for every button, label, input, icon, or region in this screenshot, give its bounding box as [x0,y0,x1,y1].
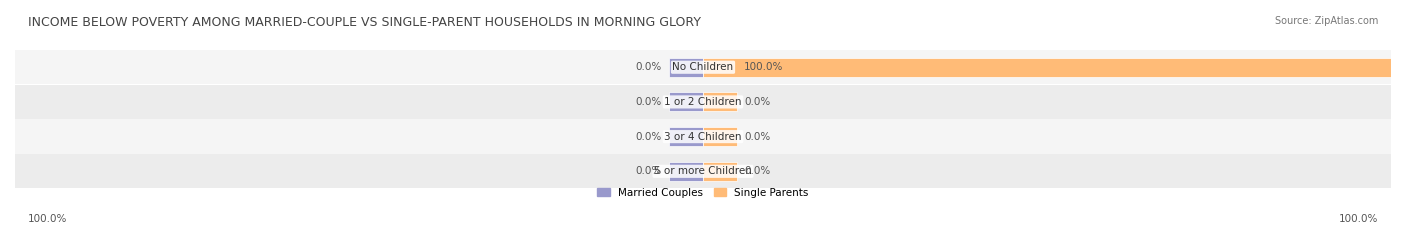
Text: 100.0%: 100.0% [744,62,783,72]
Text: 3 or 4 Children: 3 or 4 Children [664,132,742,142]
Bar [703,127,737,146]
Text: 100.0%: 100.0% [1339,214,1378,224]
Text: Source: ZipAtlas.com: Source: ZipAtlas.com [1274,16,1378,26]
Text: 0.0%: 0.0% [636,166,662,176]
Bar [15,120,1391,154]
Bar [15,85,1391,119]
Bar [703,162,737,181]
Bar [703,58,1391,77]
Bar [15,154,1391,188]
Bar [15,50,1391,84]
Legend: Married Couples, Single Parents: Married Couples, Single Parents [598,188,808,198]
Text: INCOME BELOW POVERTY AMONG MARRIED-COUPLE VS SINGLE-PARENT HOUSEHOLDS IN MORNING: INCOME BELOW POVERTY AMONG MARRIED-COUPL… [28,16,702,29]
Bar [669,162,703,181]
Text: 1 or 2 Children: 1 or 2 Children [664,97,742,107]
Text: 0.0%: 0.0% [636,97,662,107]
Text: 0.0%: 0.0% [744,97,770,107]
Text: 0.0%: 0.0% [744,166,770,176]
Bar [669,58,703,77]
Text: 0.0%: 0.0% [636,62,662,72]
Text: 0.0%: 0.0% [636,132,662,142]
Text: No Children: No Children [672,62,734,72]
Bar [669,127,703,146]
Text: 5 or more Children: 5 or more Children [654,166,752,176]
Bar [669,93,703,111]
Text: 0.0%: 0.0% [744,132,770,142]
Bar [703,93,737,111]
Text: 100.0%: 100.0% [28,214,67,224]
